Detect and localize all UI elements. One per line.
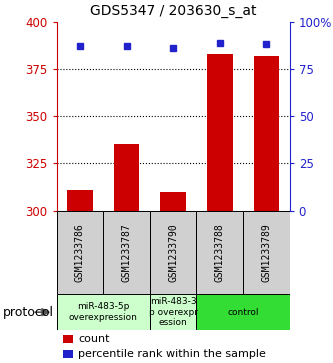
Bar [103,211,150,294]
Text: GSM1233790: GSM1233790 [168,223,178,282]
Text: miR-483-3
p overexpr
ession: miR-483-3 p overexpr ession [149,297,198,327]
Text: percentile rank within the sample: percentile rank within the sample [78,348,266,359]
Text: protocol: protocol [3,306,54,319]
Text: GSM1233788: GSM1233788 [215,223,225,282]
Text: GSM1233787: GSM1233787 [122,223,132,282]
Title: GDS5347 / 203630_s_at: GDS5347 / 203630_s_at [90,4,256,18]
Bar [161,192,186,211]
Text: GSM1233789: GSM1233789 [261,223,271,282]
Bar [243,211,290,294]
Bar [114,144,139,211]
Text: control: control [227,308,259,317]
Bar [67,190,93,211]
Bar [150,294,196,330]
Bar [57,294,150,330]
Bar [254,56,279,211]
Bar [196,294,290,330]
Text: count: count [78,334,110,344]
Bar [150,211,196,294]
Text: GSM1233786: GSM1233786 [75,223,85,282]
Bar [196,211,243,294]
Bar [57,211,103,294]
Text: miR-483-5p
overexpression: miR-483-5p overexpression [69,302,138,322]
Bar [207,54,232,211]
